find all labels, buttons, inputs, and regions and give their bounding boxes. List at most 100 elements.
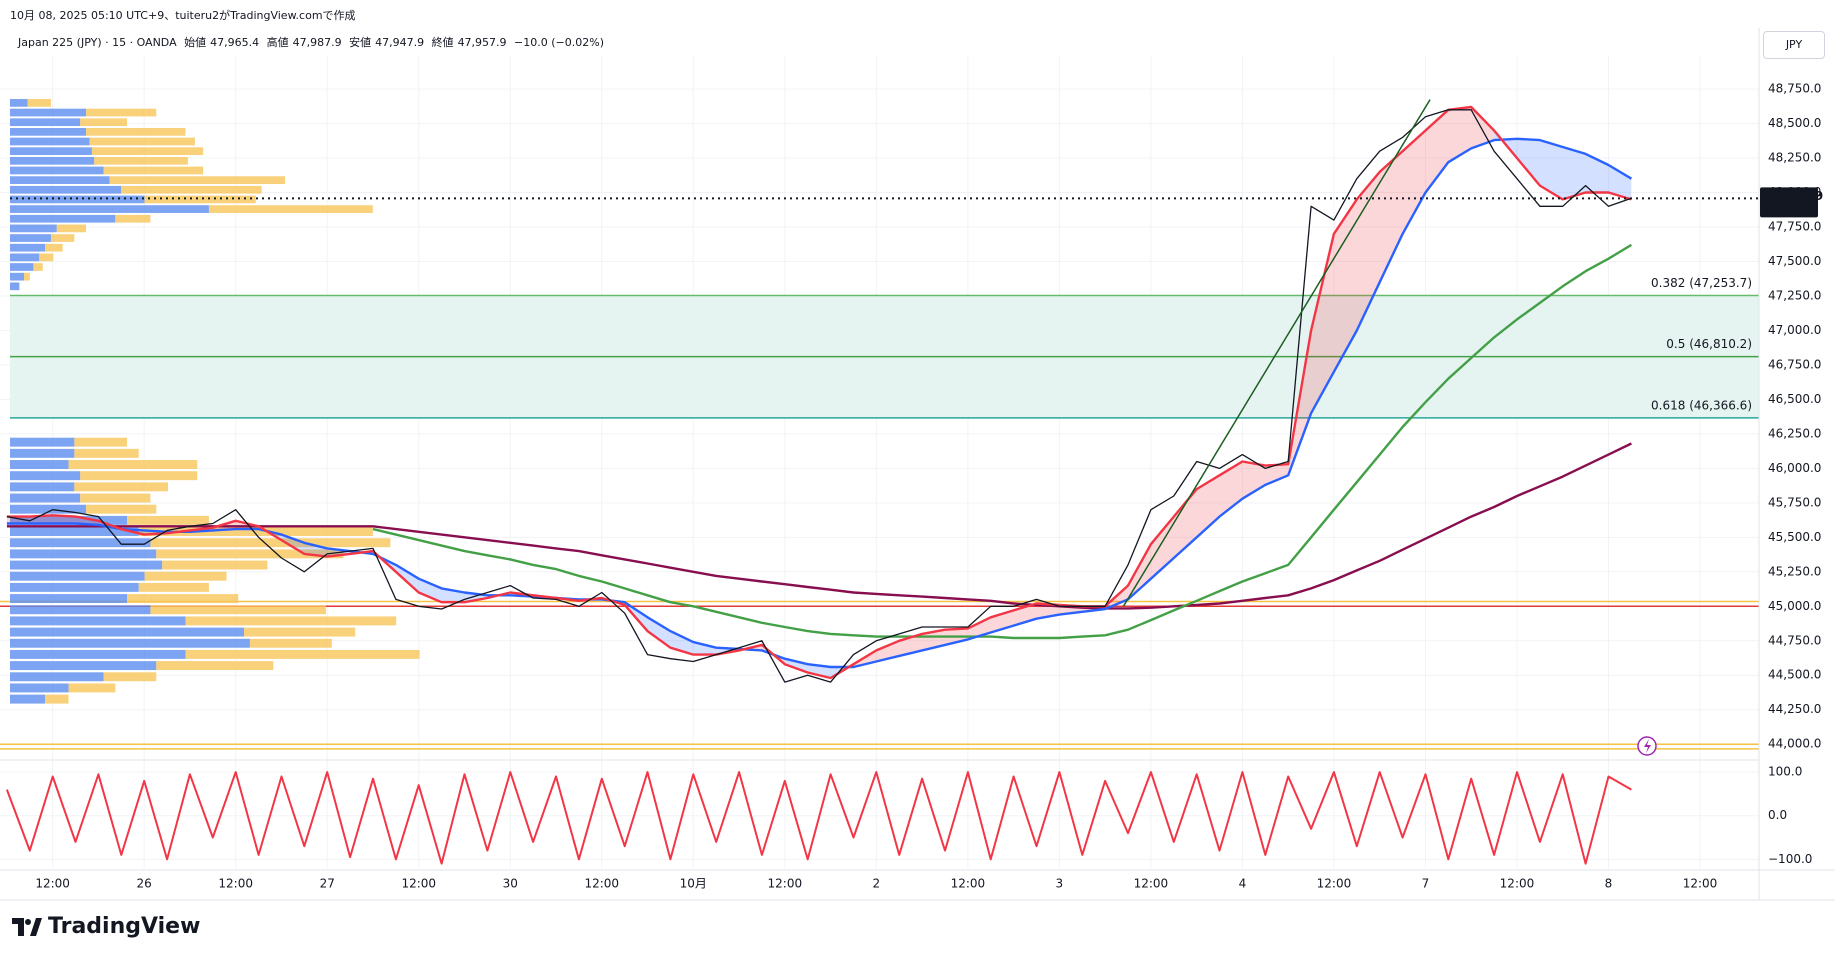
profile-down xyxy=(80,471,198,481)
profile-down xyxy=(91,147,204,156)
profile-up xyxy=(10,234,51,242)
profile-up xyxy=(10,156,95,165)
ma-fill xyxy=(1265,464,1289,485)
profile-down xyxy=(33,263,43,271)
profile-up xyxy=(10,176,110,184)
y-tick-label: 47,750.0 xyxy=(1768,220,1821,234)
fib-label: 0.618 (46,366.6) xyxy=(1651,398,1752,412)
profile-down xyxy=(150,605,326,615)
x-tick-label: 12:00 xyxy=(768,877,803,891)
y-tick-label: 45,250.0 xyxy=(1768,564,1821,578)
ma-fill xyxy=(784,658,808,673)
currency-button[interactable]: JPY xyxy=(1763,31,1825,59)
ma-fill xyxy=(1242,461,1266,499)
profile-down xyxy=(103,672,157,682)
profile-up xyxy=(10,195,145,204)
profile-down xyxy=(45,243,63,252)
ma-fill xyxy=(1585,153,1609,193)
y-tick-label: 47,000.0 xyxy=(1768,323,1821,337)
profile-up xyxy=(10,482,75,492)
ma-fill xyxy=(1608,164,1632,200)
profile-down xyxy=(94,156,188,165)
x-tick-label: 2 xyxy=(873,877,881,891)
profile-up xyxy=(10,437,75,447)
y-tick-label: 46,500.0 xyxy=(1768,392,1821,406)
ma-fill xyxy=(1471,107,1495,149)
profile-down xyxy=(185,616,397,626)
profile-down xyxy=(74,448,139,458)
logo[interactable]: TradingView xyxy=(12,914,200,939)
profile-up xyxy=(10,616,186,626)
ma-fill xyxy=(418,578,442,603)
profile-up xyxy=(10,263,34,271)
logo-text: TradingView xyxy=(48,914,201,939)
ma-fill xyxy=(6,516,30,524)
y-tick-label: 46,250.0 xyxy=(1768,426,1821,440)
profile-down xyxy=(162,560,268,570)
y-tick-label: 46,000.0 xyxy=(1768,461,1821,475)
y-tick-label: 45,750.0 xyxy=(1768,495,1821,509)
y-tick-label: 44,250.0 xyxy=(1768,702,1821,716)
y-tick-label: 46,750.0 xyxy=(1768,357,1821,371)
series-line xyxy=(6,137,1633,669)
profile-up xyxy=(10,460,69,469)
last-price-label: 47,957.9 xyxy=(1764,189,1823,203)
profile-down xyxy=(86,127,186,136)
profile-up xyxy=(10,594,128,604)
x-tick-label: 10月 xyxy=(680,877,707,891)
profile-down xyxy=(150,538,391,548)
profile-down xyxy=(138,527,373,537)
ma-fill xyxy=(1448,107,1472,163)
logo-mark xyxy=(12,917,42,936)
profile-up xyxy=(10,205,209,213)
profile-up xyxy=(10,560,163,570)
x-tick-label: 12:00 xyxy=(1134,877,1169,891)
y-tick-label: −100.0 xyxy=(1768,852,1812,866)
ma-fill xyxy=(1173,489,1197,559)
profile-up xyxy=(10,108,87,117)
profile-down xyxy=(109,176,286,184)
x-tick-label: 12:00 xyxy=(1500,877,1535,891)
profile-down xyxy=(121,185,262,194)
profile-up xyxy=(10,272,25,281)
y-tick-label: 48,750.0 xyxy=(1768,82,1821,96)
profile-up xyxy=(10,549,157,559)
ma-fill xyxy=(1128,544,1151,600)
profile-up xyxy=(10,147,92,156)
ma-fill xyxy=(1402,130,1426,234)
fib-label: 0.5 (46,810.2) xyxy=(1666,337,1752,351)
profile-up xyxy=(10,224,57,233)
profile-down xyxy=(208,205,373,213)
series-line xyxy=(6,442,1632,610)
profile-up xyxy=(10,243,46,252)
x-tick-label: 26 xyxy=(137,877,152,891)
alert-icon[interactable] xyxy=(1637,736,1657,756)
x-tick-label: 12:00 xyxy=(1317,877,1352,891)
ma-fill xyxy=(304,542,328,557)
ohlc-label: 終値 xyxy=(431,36,454,49)
profile-down xyxy=(185,649,420,659)
caption: 10月 08, 2025 05:10 UTC+9、tuiteru2がTradin… xyxy=(10,9,356,22)
profile-up xyxy=(10,137,90,146)
profile-up xyxy=(10,118,81,127)
x-tick-label: 3 xyxy=(1056,877,1064,891)
series-line xyxy=(5,771,1632,865)
ma-fill xyxy=(647,617,671,648)
y-tick-label: 100.0 xyxy=(1768,765,1802,779)
profile-down xyxy=(138,582,209,592)
profile-down xyxy=(56,224,87,233)
profile-down xyxy=(74,437,128,447)
profile-up xyxy=(10,214,116,223)
fib-label: 0.382 (47,253.7) xyxy=(1651,276,1752,290)
countdown-label: 04:51 xyxy=(1764,203,1799,217)
ma-fill xyxy=(1311,233,1334,414)
profile-down xyxy=(50,234,75,242)
profile-down xyxy=(45,694,69,704)
profile-up xyxy=(10,448,75,458)
legend: Japan 225 (JPY) · 15 · OANDA 始値 47,965.4 … xyxy=(18,34,608,50)
ma-fill xyxy=(807,664,831,679)
profile-up xyxy=(10,282,20,291)
profile-up xyxy=(10,582,139,592)
